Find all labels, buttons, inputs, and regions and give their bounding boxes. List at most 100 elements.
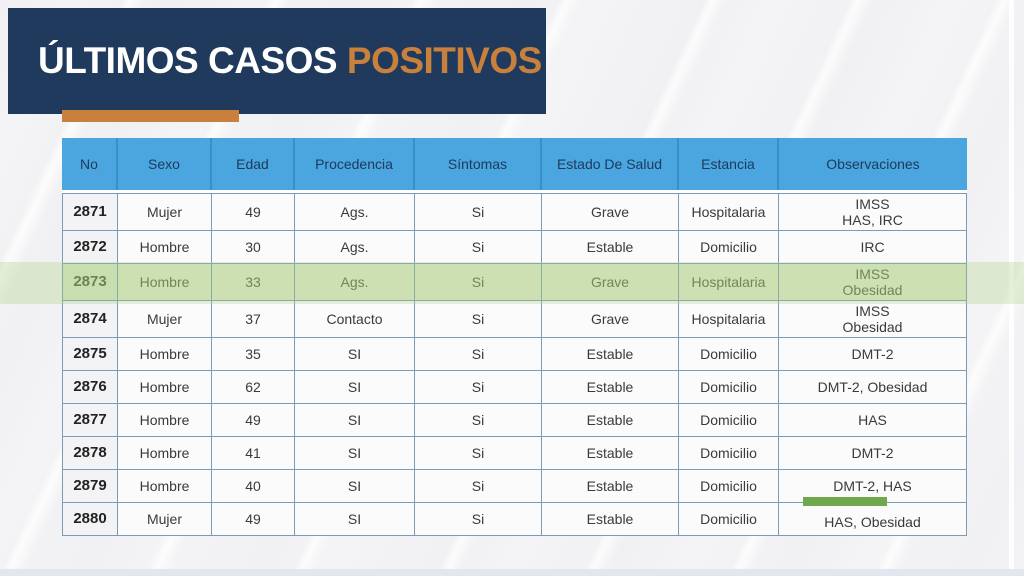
cell-no: 2873: [63, 263, 117, 300]
cell-edad: 41: [211, 436, 294, 469]
cell-sexo: Hombre: [117, 230, 211, 263]
cell-estancia: Domicilio: [678, 230, 778, 263]
cell-edad: 49: [211, 194, 294, 230]
column-header-edad: Edad: [210, 138, 293, 190]
page-title: ÚLTIMOS CASOS POSITIVOS: [38, 40, 542, 82]
cell-sexo: Hombre: [117, 436, 211, 469]
cell-sintomas: Si: [414, 403, 541, 436]
cell-estancia: Domicilio: [678, 469, 778, 502]
slide-bottom-edge: [0, 569, 1024, 576]
cell-no: 2871: [63, 194, 117, 230]
cell-sexo: Hombre: [117, 370, 211, 403]
table-row: 2878 Hombre 41 SI Si Estable Domicilio DMT-2: [63, 436, 966, 469]
table-row: 2873 Hombre 33 Ags. Si Grave Hospitalaria IMSS …: [63, 263, 966, 300]
cell-procedencia: SI: [294, 403, 414, 436]
cell-sintomas: Si: [414, 370, 541, 403]
cell-sintomas: Si: [414, 436, 541, 469]
table-row: 2875 Hombre 35 SI Si Estable Domicilio DMT-2: [63, 337, 966, 370]
table-row: 2880 Mujer 49 SI Si Estable Domicilio HAS, Obes…: [63, 497, 966, 535]
cell-sintomas: Si: [414, 194, 541, 230]
table-row: 2872 Hombre 30 Ags. Si Estable Domicilio IRC: [63, 230, 966, 263]
cell-procedencia: Contacto: [294, 300, 414, 337]
table-row: 2876 Hombre 62 SI Si Estable Domicilio DMT-2, O…: [63, 370, 966, 403]
cell-sexo: Mujer: [117, 300, 211, 337]
cell-estado_de_salud: Estable: [541, 370, 678, 403]
cell-procedencia: SI: [294, 337, 414, 370]
column-header-estancia: Estancia: [677, 138, 777, 190]
cell-edad: 62: [211, 370, 294, 403]
cell-no: 2878: [63, 436, 117, 469]
cell-no: 2875: [63, 337, 117, 370]
column-header-sexo: Sexo: [116, 138, 210, 190]
cell-no: 2880: [63, 502, 117, 535]
cell-no: 2874: [63, 300, 117, 337]
cell-sexo: Hombre: [117, 337, 211, 370]
cell-estado_de_salud: Estable: [541, 230, 678, 263]
table-row: 2874 Mujer 37 Contacto Si Grave Hospitalaria IM…: [63, 300, 966, 337]
cell-observaciones: HAS: [778, 403, 966, 436]
cell-estado_de_salud: Grave: [541, 263, 678, 300]
cell-no: 2876: [63, 370, 117, 403]
cell-sexo: Hombre: [117, 263, 211, 300]
cell-sexo: Mujer: [117, 194, 211, 230]
cell-observaciones: IMSS Obesidad: [778, 263, 966, 300]
cell-observaciones: DMT-2, HAS: [778, 469, 966, 502]
cell-sexo: Mujer: [117, 502, 211, 535]
cell-estado_de_salud: Estable: [541, 403, 678, 436]
cell-observaciones: IRC: [778, 230, 966, 263]
cell-edad: 49: [211, 403, 294, 436]
cell-estado_de_salud: Grave: [541, 194, 678, 230]
cell-sintomas: Si: [414, 337, 541, 370]
cell-sexo: Hombre: [117, 403, 211, 436]
column-header-procedencia: Procedencia: [293, 138, 413, 190]
title-block: ÚLTIMOS CASOS POSITIVOS: [8, 8, 546, 114]
cell-estado_de_salud: Grave: [541, 300, 678, 337]
cell-procedencia: SI: [294, 469, 414, 502]
cell-observaciones: IMSS Obesidad: [778, 300, 966, 337]
page-title-accent: POSITIVOS: [346, 40, 542, 81]
cell-estancia: Domicilio: [678, 337, 778, 370]
table-row: 2877 Hombre 49 SI Si Estable Domicilio HAS: [63, 403, 966, 436]
cell-procedencia: SI: [294, 370, 414, 403]
column-header-observaciones: Observaciones: [777, 138, 967, 190]
cell-edad: 33: [211, 263, 294, 300]
cases-table: No Sexo Edad Procedencia Síntomas Estado De S…: [62, 138, 967, 536]
cell-procedencia: SI: [294, 502, 414, 535]
green-marker-bar: [803, 497, 887, 506]
cell-estancia: Domicilio: [678, 436, 778, 469]
column-header-estado_de_salud: Estado De Salud: [540, 138, 677, 190]
slide-right-edge: [1009, 0, 1014, 576]
cell-sintomas: Si: [414, 502, 541, 535]
cell-procedencia: SI: [294, 436, 414, 469]
title-underline-bar: [62, 110, 239, 122]
cell-sintomas: Si: [414, 263, 541, 300]
cell-estado_de_salud: Estable: [541, 502, 678, 535]
cell-no: 2879: [63, 469, 117, 502]
cell-procedencia: Ags.: [294, 263, 414, 300]
cell-procedencia: Ags.: [294, 230, 414, 263]
cell-sintomas: Si: [414, 469, 541, 502]
cell-edad: 49: [211, 502, 294, 535]
cell-estancia: Domicilio: [678, 403, 778, 436]
cell-estancia: Hospitalaria: [678, 300, 778, 337]
cell-observaciones: DMT-2: [778, 337, 966, 370]
cell-observaciones: DMT-2: [778, 436, 966, 469]
table-row: 2879 Hombre 40 SI Si Estable Domicilio DMT-2, H…: [63, 469, 966, 502]
cell-sintomas: Si: [414, 300, 541, 337]
cell-procedencia: Ags.: [294, 194, 414, 230]
column-header-sintomas: Síntomas: [413, 138, 540, 190]
cell-estancia: Hospitalaria: [678, 194, 778, 230]
cell-observaciones: HAS, Obesidad: [778, 497, 966, 535]
cell-estancia: Domicilio: [678, 370, 778, 403]
cell-estancia: Domicilio: [678, 502, 778, 535]
cell-observaciones: IMSS HAS, IRC: [778, 194, 966, 230]
cell-estado_de_salud: Estable: [541, 469, 678, 502]
cell-edad: 40: [211, 469, 294, 502]
column-header-no: No: [62, 138, 116, 190]
table-row: 2871 Mujer 49 Ags. Si Grave Hospitalaria IMSS H…: [63, 194, 966, 230]
table-body: 2871 Mujer 49 Ags. Si Grave Hospitalaria IMSS H…: [62, 193, 967, 536]
page-title-primary: ÚLTIMOS CASOS: [38, 40, 338, 81]
cell-estado_de_salud: Estable: [541, 436, 678, 469]
cell-sintomas: Si: [414, 230, 541, 263]
